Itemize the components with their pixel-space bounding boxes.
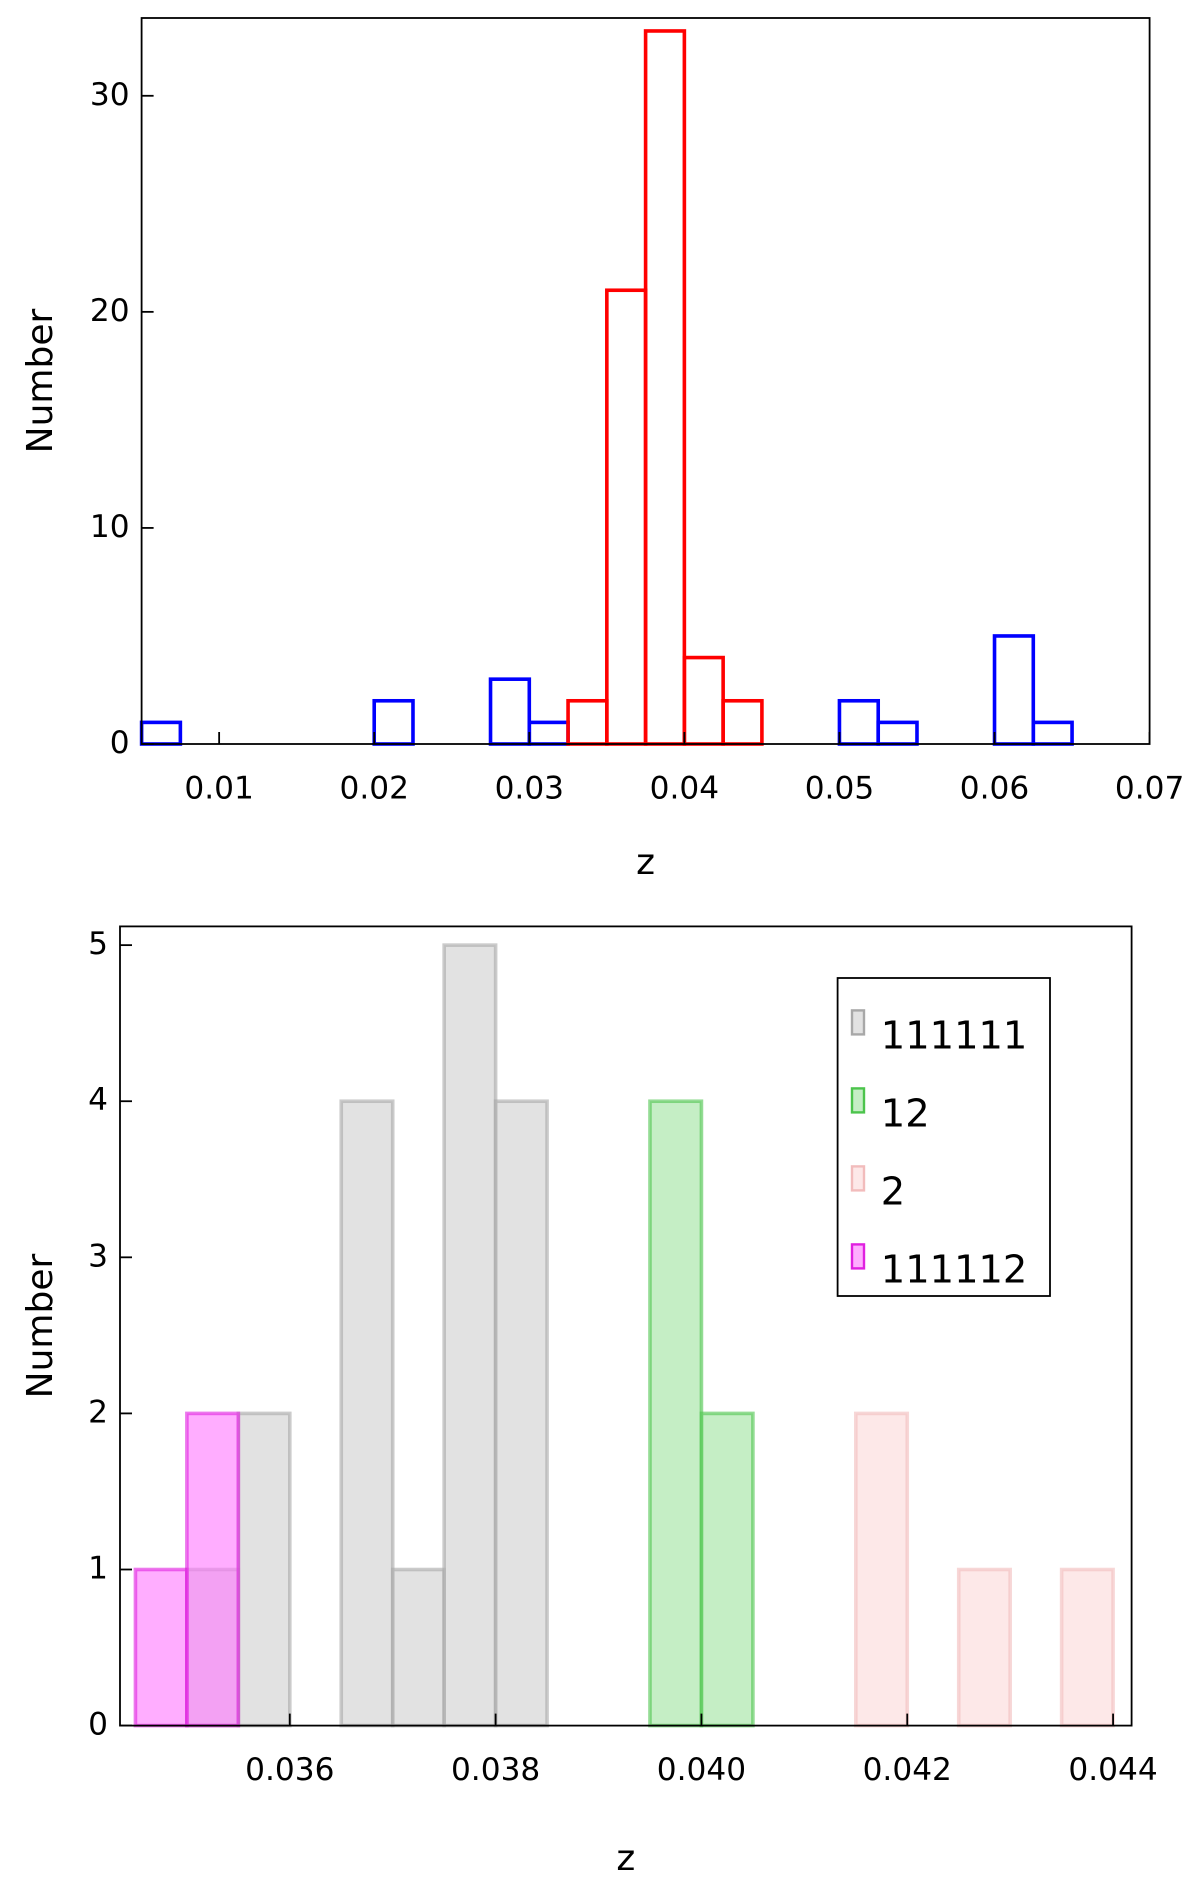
bar: [956, 1567, 1012, 1728]
y-tick-label: 0: [110, 725, 130, 761]
bar: [643, 29, 687, 746]
bar: [527, 720, 570, 746]
bar: [1031, 720, 1074, 746]
bar: [566, 698, 609, 746]
bar: [339, 1099, 395, 1728]
y-axis-label: Number: [20, 1253, 61, 1398]
x-tick-label: 0.05: [805, 771, 874, 807]
y-tick-label: 3: [88, 1238, 108, 1274]
x-tick-label: 0.01: [184, 771, 253, 807]
y-tick-label: 0: [88, 1707, 108, 1743]
bar: [390, 1567, 446, 1728]
bar: [442, 943, 498, 1728]
legend-label: 111111: [881, 1014, 1028, 1059]
bar: [992, 634, 1036, 746]
legend-label: 2: [881, 1170, 905, 1215]
y-axis-label: Number: [20, 308, 61, 453]
y-tick-label: 5: [88, 926, 108, 962]
bar: [682, 655, 725, 746]
bar: [1059, 1567, 1115, 1728]
y-tick-label: 30: [90, 77, 130, 113]
bar: [236, 1411, 292, 1728]
x-tick-label: 0.044: [1068, 1752, 1157, 1788]
legend-swatch: [850, 1087, 866, 1114]
x-tick-label: 0.07: [1115, 771, 1184, 807]
legend-box: [836, 977, 1051, 1297]
bar: [648, 1099, 704, 1728]
bar: [605, 288, 648, 746]
y-tick-label: 1: [88, 1551, 108, 1587]
x-tick-label: 0.036: [245, 1752, 334, 1788]
bar: [133, 1567, 189, 1728]
bar: [139, 720, 183, 746]
bar: [876, 720, 919, 746]
x-tick-label: 0.06: [960, 771, 1029, 807]
x-tick-label: 0.02: [339, 771, 408, 807]
legend-swatch: [850, 1243, 866, 1270]
plot-frame: [119, 925, 1133, 1727]
x-tick-label: 0.03: [495, 771, 564, 807]
y-tick-label: 4: [88, 1082, 108, 1118]
plot-frame: [140, 17, 1151, 745]
x-axis-label: z: [616, 1838, 635, 1879]
bar: [699, 1411, 755, 1728]
legend-swatch: [850, 1165, 866, 1192]
x-tick-label: 0.04: [650, 771, 719, 807]
bar: [372, 698, 415, 746]
y-tick-label: 2: [88, 1394, 108, 1430]
x-tick-label: 0.042: [863, 1752, 952, 1788]
legend-label: 12: [881, 1092, 930, 1137]
bar: [488, 677, 532, 746]
y-tick-label: 10: [90, 509, 130, 545]
legend-label: 111112: [881, 1247, 1028, 1292]
x-axis-label: z: [636, 842, 655, 883]
x-tick-label: 0.040: [657, 1752, 746, 1788]
bar: [493, 1099, 549, 1728]
bar: [854, 1411, 910, 1728]
legend-swatch: [850, 1009, 866, 1036]
bar: [837, 698, 881, 746]
bar: [185, 1411, 241, 1728]
x-tick-label: 0.038: [451, 1752, 540, 1788]
y-tick-label: 20: [90, 293, 130, 329]
bar: [721, 698, 764, 746]
